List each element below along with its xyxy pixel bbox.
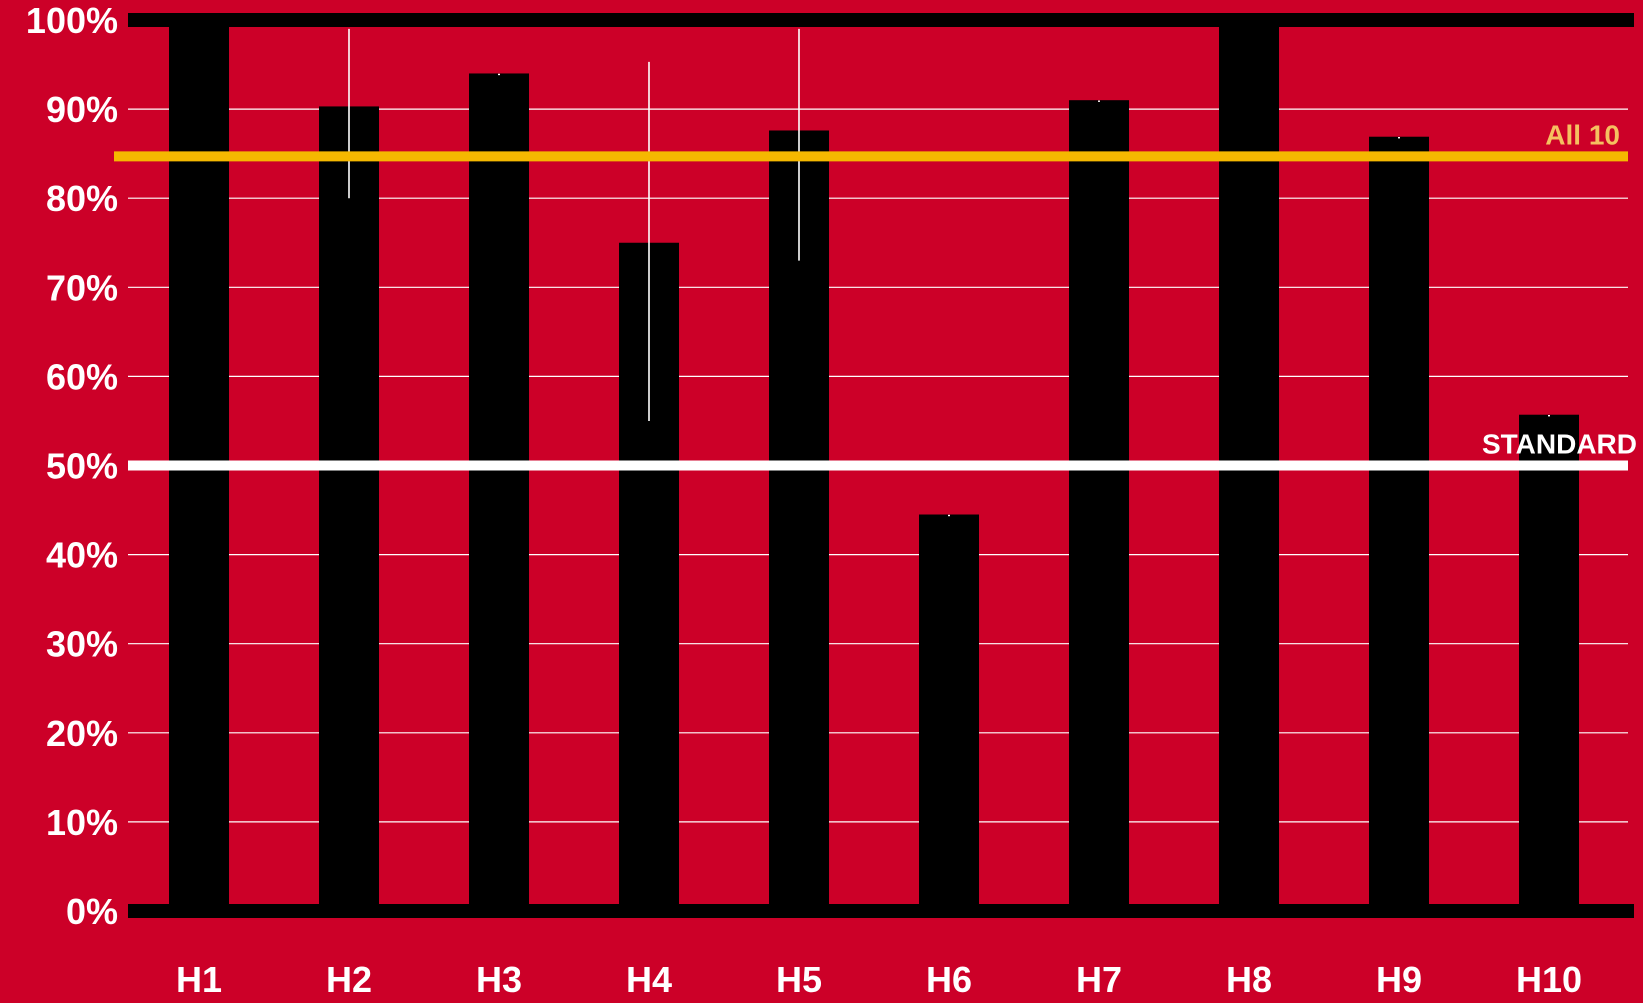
x-tick-label: H3 xyxy=(476,959,522,998)
bar-h3 xyxy=(469,73,529,911)
reference-line-label: All 10 xyxy=(1545,119,1620,150)
reference-line-label: STANDARD xyxy=(1482,429,1637,460)
bar-h7 xyxy=(1069,100,1129,911)
x-tick-label: H4 xyxy=(626,959,672,998)
bar-h2 xyxy=(319,106,379,911)
x-tick-label: H2 xyxy=(326,959,372,998)
bar-h9 xyxy=(1369,136,1429,911)
x-tick-label: H7 xyxy=(1076,959,1122,998)
y-tick-label: 0% xyxy=(66,891,118,932)
y-tick-label: 20% xyxy=(46,713,118,754)
y-tick-label: 40% xyxy=(46,535,118,576)
y-tick-label: 80% xyxy=(46,178,118,219)
y-tick-label: 60% xyxy=(46,356,118,397)
y-tick-label: 30% xyxy=(46,624,118,665)
x-tick-label: H9 xyxy=(1376,959,1422,998)
bar-h6 xyxy=(919,514,979,911)
x-tick-label: H8 xyxy=(1226,959,1272,998)
y-tick-label: 10% xyxy=(46,802,118,843)
x-tick-label: H1 xyxy=(176,959,222,998)
y-tick-label: 100% xyxy=(26,0,118,41)
y-tick-label: 70% xyxy=(46,267,118,308)
x-tick-label: H10 xyxy=(1516,959,1582,998)
x-tick-label: H5 xyxy=(776,959,822,998)
y-tick-label: 50% xyxy=(46,446,118,487)
y-tick-label: 90% xyxy=(46,89,118,130)
bar-h10 xyxy=(1519,414,1579,911)
x-tick-label: H6 xyxy=(926,959,972,998)
